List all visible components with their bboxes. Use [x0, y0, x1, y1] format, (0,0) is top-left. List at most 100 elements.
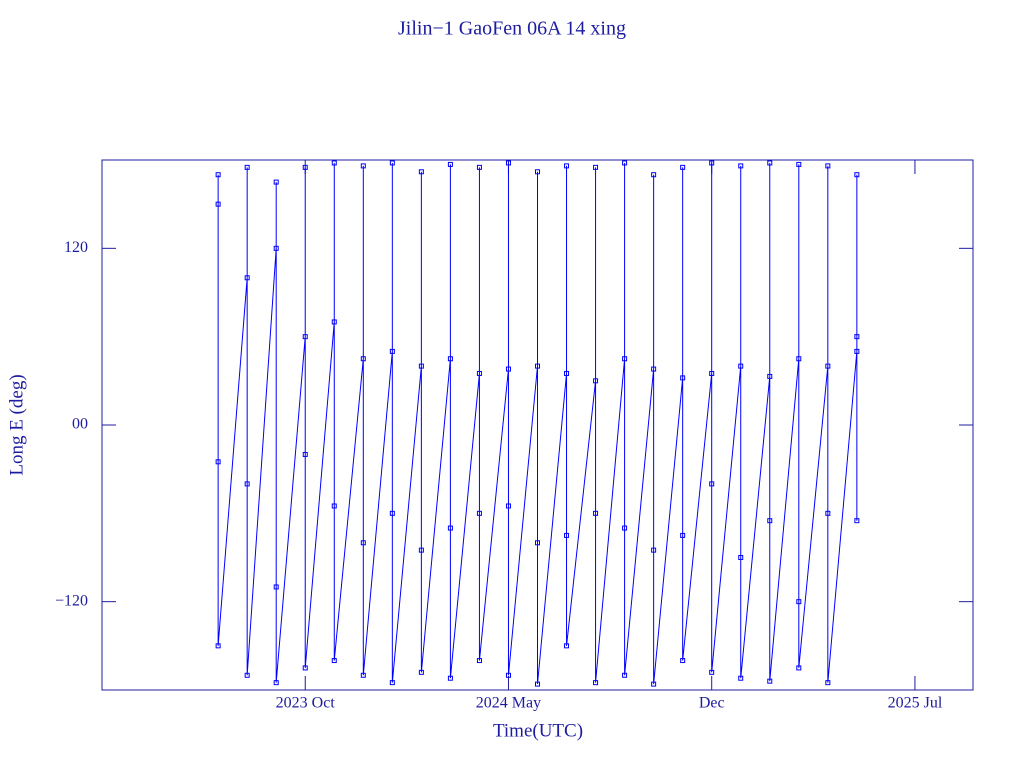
data-point: [796, 161, 802, 167]
data-point: [476, 370, 482, 376]
data-point: [331, 503, 337, 509]
data-point: [273, 179, 279, 185]
y-tick-label: 00: [72, 416, 88, 433]
chart-title: Jilin−1 GaoFen 06A 14 xing: [398, 18, 626, 40]
data-point: [738, 555, 744, 560]
data-point: [302, 451, 308, 457]
data-point: [767, 160, 773, 166]
data-point: [651, 681, 657, 687]
data-point: [796, 356, 802, 362]
data-point: [360, 356, 366, 362]
data-point: [505, 503, 511, 509]
data-point: [535, 169, 540, 175]
data-point: [593, 510, 599, 516]
data-point: [302, 334, 308, 340]
data-point: [593, 164, 599, 170]
data-point: [505, 672, 511, 678]
data-point: [622, 160, 628, 166]
data-point: [447, 525, 453, 531]
x-tick-label: Dec: [699, 695, 725, 712]
data-point: [767, 373, 773, 379]
data-point: [505, 366, 511, 372]
y-axis-label: Long E (deg): [6, 374, 27, 475]
data-point: [418, 669, 424, 675]
data-point: [535, 681, 540, 687]
data-line: [217, 162, 858, 685]
data-point: [244, 275, 250, 281]
data-point: [738, 363, 744, 369]
data-point: [796, 599, 802, 605]
data-point: [825, 680, 831, 686]
x-tick-label: 2024 May: [476, 695, 541, 712]
data-point: [476, 658, 482, 664]
data-point: [680, 375, 686, 381]
data-point: [651, 547, 657, 553]
data-point: [564, 163, 570, 169]
data-point: [564, 370, 570, 376]
data-point: [360, 672, 366, 678]
data-point: [622, 356, 628, 362]
data-point: [447, 675, 453, 681]
data-point: [331, 319, 337, 325]
data-point: [622, 672, 628, 678]
data-point: [418, 363, 424, 369]
data-point: [593, 680, 599, 686]
data-point: [564, 643, 570, 649]
data-point: [215, 643, 221, 649]
data-point: [389, 160, 395, 166]
data-point: [825, 363, 831, 369]
data-point: [767, 678, 773, 684]
data-point: [535, 540, 540, 546]
data-point: [796, 665, 802, 671]
data-point: [535, 363, 540, 369]
data-point: [651, 172, 657, 178]
data-point: [244, 481, 250, 487]
data-point: [331, 658, 337, 664]
data-point: [389, 680, 395, 686]
data-point: [273, 245, 279, 251]
data-point: [215, 172, 221, 178]
data-point: [331, 160, 337, 166]
data-point: [215, 201, 221, 207]
data-point: [447, 356, 453, 362]
data-point: [476, 164, 482, 170]
data-point: [854, 518, 860, 524]
data-point: [389, 348, 395, 354]
data-point: [709, 481, 715, 487]
data-point: [680, 532, 686, 538]
data-point: [854, 172, 860, 178]
x-tick-label: 2023 Oct: [276, 695, 336, 712]
data-point: [738, 163, 744, 169]
data-point: [418, 547, 424, 553]
data-point: [273, 584, 279, 590]
data-point: [302, 164, 308, 170]
data-point: [680, 164, 686, 170]
data-point: [273, 680, 279, 686]
data-point: [215, 459, 221, 465]
data-point: [564, 532, 570, 538]
data-point: [738, 675, 744, 681]
data-point: [854, 348, 860, 354]
data-point: [680, 658, 686, 664]
data-point: [709, 370, 715, 376]
data-point: [244, 672, 250, 678]
data-point: [505, 160, 511, 166]
data-point: [447, 161, 453, 167]
data-point: [709, 160, 715, 166]
data-point: [244, 164, 250, 170]
y-tick-label: −120: [55, 592, 88, 609]
x-axis-label: Time(UTC): [493, 720, 583, 741]
data-point: [825, 163, 831, 169]
data-point: [854, 334, 860, 340]
data-point: [360, 540, 366, 546]
data-point: [593, 378, 599, 384]
data-point: [418, 169, 424, 175]
data-point: [651, 366, 657, 372]
data-point: [709, 669, 715, 675]
y-tick-label: 120: [64, 239, 88, 256]
data-point: [767, 518, 773, 524]
data-point: [389, 510, 395, 516]
data-point: [302, 665, 308, 671]
x-tick-label: 2025 Jul: [888, 695, 943, 712]
